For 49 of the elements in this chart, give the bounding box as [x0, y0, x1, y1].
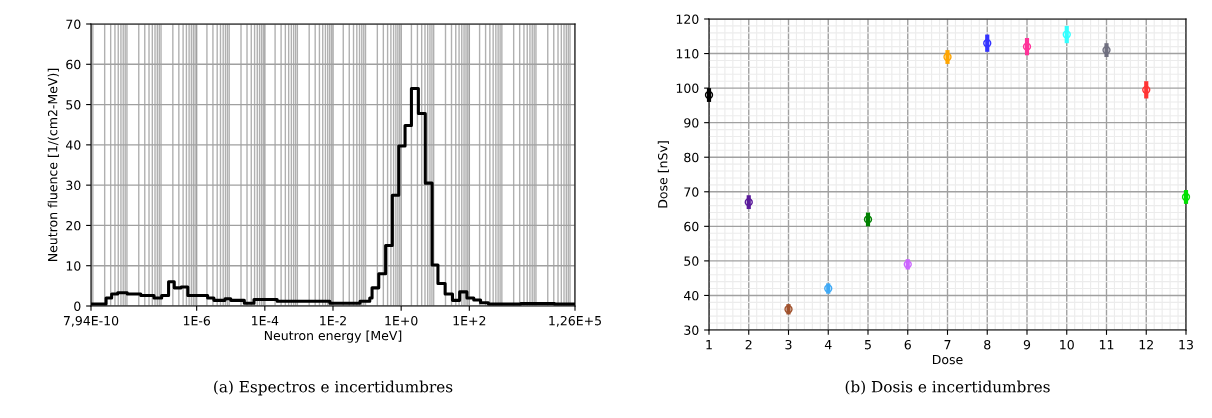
x-axis-title: Neutron energy [MeV] — [264, 330, 402, 343]
y-tick-label: 40 — [683, 290, 699, 301]
y-tick-label: 80 — [684, 152, 699, 163]
y-tick-label: 30 — [66, 180, 81, 191]
x-axis-title: Dose — [932, 354, 963, 365]
y-tick-label: 70 — [684, 187, 699, 197]
x-tick-label: 6 — [904, 339, 911, 350]
x-tick-label: 11 — [1099, 340, 1114, 350]
point — [1062, 30, 1071, 39]
y-tick-label: 30 — [684, 325, 699, 335]
y-tick-label: 100 — [676, 83, 699, 94]
point — [1102, 45, 1111, 55]
x-tick-label: 8 — [984, 339, 991, 350]
x-tick-label: 1E-2 — [320, 315, 346, 326]
y-tick-label: 120 — [676, 14, 699, 24]
y-tick-label: 50 — [66, 100, 81, 110]
x-tick-label: 7,94E-10 — [63, 315, 119, 327]
y-tick-label: 70 — [66, 19, 81, 29]
y-tick-label: 20 — [66, 220, 81, 231]
point — [983, 39, 992, 48]
x-tick-label: 2 — [745, 339, 752, 350]
y-tick-label: 50 — [684, 256, 699, 266]
x-tick-label: 12 — [1139, 339, 1153, 350]
x-tick-label: 9 — [1023, 339, 1031, 350]
x-tick-label: 10 — [1060, 339, 1074, 350]
x-tick-label: 1E+2 — [453, 315, 486, 326]
x-tick-label: 3 — [785, 339, 792, 350]
y-tick-label: 60 — [684, 221, 699, 232]
y-tick-label: 90 — [684, 118, 699, 128]
y-tick-label: 60 — [66, 59, 81, 70]
y-axis-title: Neutron fluence [1/(cm2-MeV)] — [47, 68, 59, 261]
x-tick-label: 1E+0 — [385, 315, 418, 326]
point — [1142, 85, 1151, 95]
y-tick-label: 0 — [74, 301, 81, 311]
x-tick-label: 1E-6 — [183, 315, 211, 326]
x-tick-label: 1E-4 — [252, 316, 279, 326]
y-tick-label: 110 — [676, 49, 699, 59]
x-tick-label: 1 — [706, 340, 712, 350]
point — [1022, 42, 1032, 51]
x-tick-label: 7 — [944, 340, 951, 350]
x-tick-label: 13 — [1179, 339, 1193, 350]
y-axis-title: Dose [nSv] — [657, 141, 669, 208]
text: (a) Espectros e incertidumbres — [214, 380, 453, 396]
x-tick-label: 4 — [824, 340, 832, 350]
y-tick-label: 40 — [65, 140, 81, 150]
x-tick-label: 1,26E+5 — [549, 315, 601, 327]
y-tick-label: 10 — [66, 261, 81, 271]
text: (b) Dosis e incertidumbres — [845, 380, 1050, 395]
x-tick-label: 5 — [864, 340, 871, 350]
